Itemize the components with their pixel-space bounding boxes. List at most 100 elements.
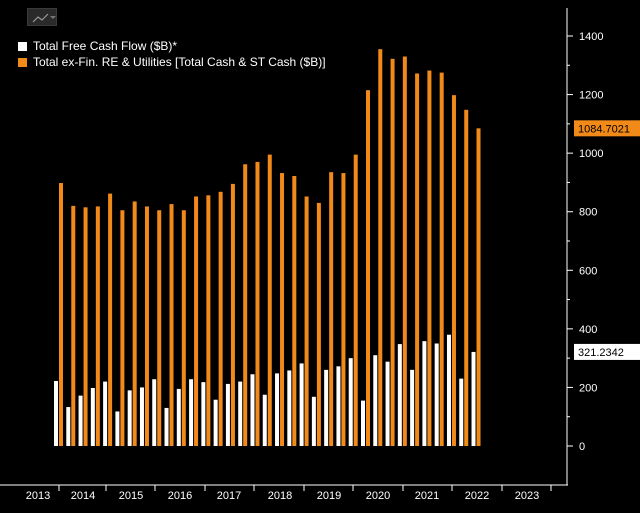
bar-fcf[interactable] [189,379,194,446]
bar-cash[interactable] [267,154,272,446]
x-tick-label: 2015 [119,490,143,502]
bar-fcf[interactable] [164,407,169,446]
bar-cash[interactable] [169,204,174,446]
bar-cash[interactable] [378,49,383,447]
bar-fcf[interactable] [324,369,329,446]
bar-cash[interactable] [415,73,420,446]
bar-cash[interactable] [255,161,260,446]
x-tick-label: 2018 [268,490,292,502]
bar-cash[interactable] [439,72,444,446]
bar-cash[interactable] [427,70,432,447]
x-tick-label: 2019 [317,490,341,502]
bar-fcf[interactable] [373,355,378,446]
bar-cash[interactable] [316,202,321,446]
y-tick-label: 1000 [579,148,603,160]
legend-item-fcf[interactable]: Total Free Cash Flow ($B)* [18,38,326,54]
bar-cash[interactable] [59,183,63,446]
x-tick-label: 2023 [515,490,539,502]
y-tick-label: 0 [579,441,585,453]
bar-fcf[interactable] [434,343,439,447]
bar-cash[interactable] [71,205,76,446]
bar-cash[interactable] [280,173,285,447]
bar-fcf[interactable] [262,394,267,446]
bar-cash[interactable] [304,196,309,446]
bar-fcf[interactable] [115,411,120,446]
bar-fcf[interactable] [238,381,243,446]
y-tick-label: 600 [579,265,597,277]
x-tick-label: 2014 [71,490,95,502]
bar-cash[interactable] [132,201,137,446]
x-tick-label: 2022 [465,490,489,502]
bar-cash[interactable] [206,195,211,446]
bar-fcf[interactable] [127,390,132,446]
bar-cash[interactable] [194,196,199,446]
bar-fcf[interactable] [213,399,218,446]
bar-cash[interactable] [144,206,149,446]
bar-fcf[interactable] [139,387,144,446]
bar-fcf[interactable] [311,396,316,446]
bar-fcf[interactable] [336,366,341,446]
chart-type-button[interactable] [27,8,57,26]
bar-cash[interactable] [108,193,113,446]
bar-fcf[interactable] [287,370,292,446]
bars-group [54,49,481,447]
legend-swatch-fcf [18,41,27,51]
bar-fcf[interactable] [471,351,476,446]
last-value-cash-bg [574,120,640,137]
legend-item-cash[interactable]: Total ex-Fin. RE & Utilities [Total Cash… [18,54,326,70]
bar-fcf[interactable] [176,388,181,446]
last-value-fcf-bg [574,343,640,360]
bar-cash[interactable] [476,128,481,447]
y-tick-label: 1200 [579,90,603,102]
bar-fcf[interactable] [250,374,255,446]
bar-fcf[interactable] [54,380,58,446]
bar-fcf[interactable] [225,383,230,446]
bar-fcf[interactable] [90,388,95,446]
bar-fcf[interactable] [422,341,427,446]
y-tick-label: 800 [579,207,597,219]
bar-fcf[interactable] [78,395,83,446]
legend: Total Free Cash Flow ($B)* Total ex-Fin.… [18,38,326,70]
bar-fcf[interactable] [410,369,415,446]
bar-cash[interactable] [451,95,456,447]
bar-cash[interactable] [157,210,162,446]
bar-cash[interactable] [390,58,395,446]
bar-fcf[interactable] [459,378,464,446]
bar-fcf[interactable] [299,363,304,446]
bar-fcf[interactable] [397,344,402,446]
bar-cash[interactable] [341,173,346,447]
bar-cash[interactable] [292,175,297,446]
bar-fcf[interactable] [446,334,451,446]
y-axis: 0 200 400 600 800 1000 1200 1400 [566,8,603,485]
legend-swatch-cash [18,57,27,67]
x-tick-label: 2021 [415,490,439,502]
bar-fcf[interactable] [348,358,353,446]
y-tick-label: 400 [579,324,597,336]
bar-cash[interactable] [218,191,223,446]
x-axis: 2013 2014 2015 2016 2017 2018 2019 2020 2021 2022… [0,484,568,502]
bar-cash[interactable] [243,164,248,446]
y-tick-label: 200 [579,382,597,394]
bar-cash[interactable] [230,183,235,446]
x-tick-label: 2013 [26,490,50,502]
bar-fcf[interactable] [103,381,108,446]
value-labels: 1084.7021 321.2342 [574,120,640,360]
bar-fcf[interactable] [361,400,365,446]
y-tick-label: 1400 [579,31,603,43]
bar-cash[interactable] [83,207,88,446]
bar-cash[interactable] [353,154,358,446]
bar-cash[interactable] [366,90,370,446]
bar-fcf[interactable] [385,361,390,446]
bar-cash[interactable] [464,109,469,447]
bar-cash[interactable] [120,210,125,446]
bar-fcf[interactable] [275,373,280,446]
bar-cash[interactable] [329,172,334,446]
bar-cash[interactable] [95,206,100,446]
bar-fcf[interactable] [152,379,157,446]
bar-cash[interactable] [181,210,186,446]
bar-fcf[interactable] [201,382,206,446]
bar-cash[interactable] [402,56,407,447]
last-value-cash: 1084.7021 [578,123,630,135]
bar-fcf[interactable] [66,407,71,446]
